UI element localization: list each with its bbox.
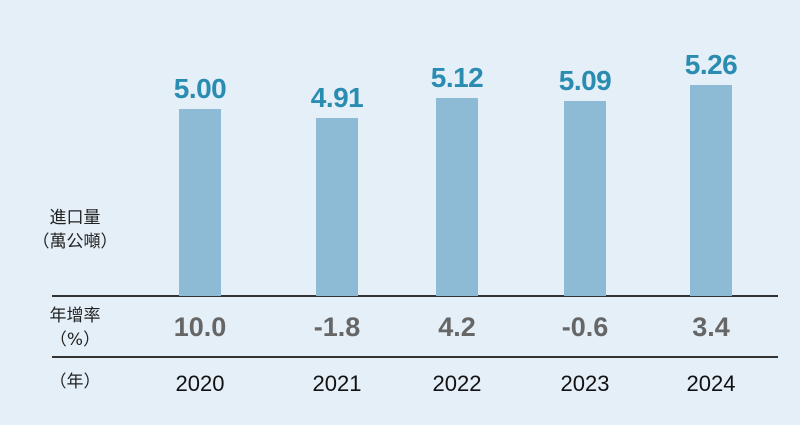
growth-row-label: 年增率 （%） xyxy=(20,304,130,352)
year-label-2024: 2024 xyxy=(686,371,736,396)
year-label-2022: 2022 xyxy=(432,371,482,396)
year-unit-label: （年） xyxy=(20,370,130,394)
growth-label-line1: 年增率 xyxy=(49,306,101,326)
growth-rate-2023: -0.6 xyxy=(561,312,609,342)
growth-rate-2022: 4.2 xyxy=(438,312,476,342)
bar-2021 xyxy=(316,117,358,296)
growth-rate-2021: -1.8 xyxy=(313,312,361,342)
value-label-2024: 5.26 xyxy=(684,49,738,80)
year-label-2023: 2023 xyxy=(560,371,610,396)
year-label-2020: 2020 xyxy=(175,371,225,396)
growth-rate-2024: 3.4 xyxy=(692,312,730,342)
value-label-2022: 5.12 xyxy=(430,62,484,94)
bar-2020 xyxy=(179,109,221,296)
volume-label-line2: （萬公噸） xyxy=(32,232,118,252)
year-label-2021: 2021 xyxy=(312,371,362,396)
value-label-2023: 5.09 xyxy=(558,64,612,96)
growth-row-divider xyxy=(52,356,778,358)
growth-rate-2020: 10.0 xyxy=(173,312,227,342)
volume-label-line1: 進口量 xyxy=(49,208,101,228)
value-label-2021: 4.91 xyxy=(310,81,364,113)
growth-label-line2: （%） xyxy=(49,330,101,350)
bar-2023 xyxy=(564,100,606,296)
baseline-divider xyxy=(52,295,778,297)
value-label-2020: 5.00 xyxy=(173,73,227,105)
volume-axis-label: 進口量 （萬公噸） xyxy=(20,206,130,254)
bar-2022 xyxy=(436,98,478,296)
year-unit-text: （年） xyxy=(49,372,101,392)
bar-2024 xyxy=(690,85,732,296)
